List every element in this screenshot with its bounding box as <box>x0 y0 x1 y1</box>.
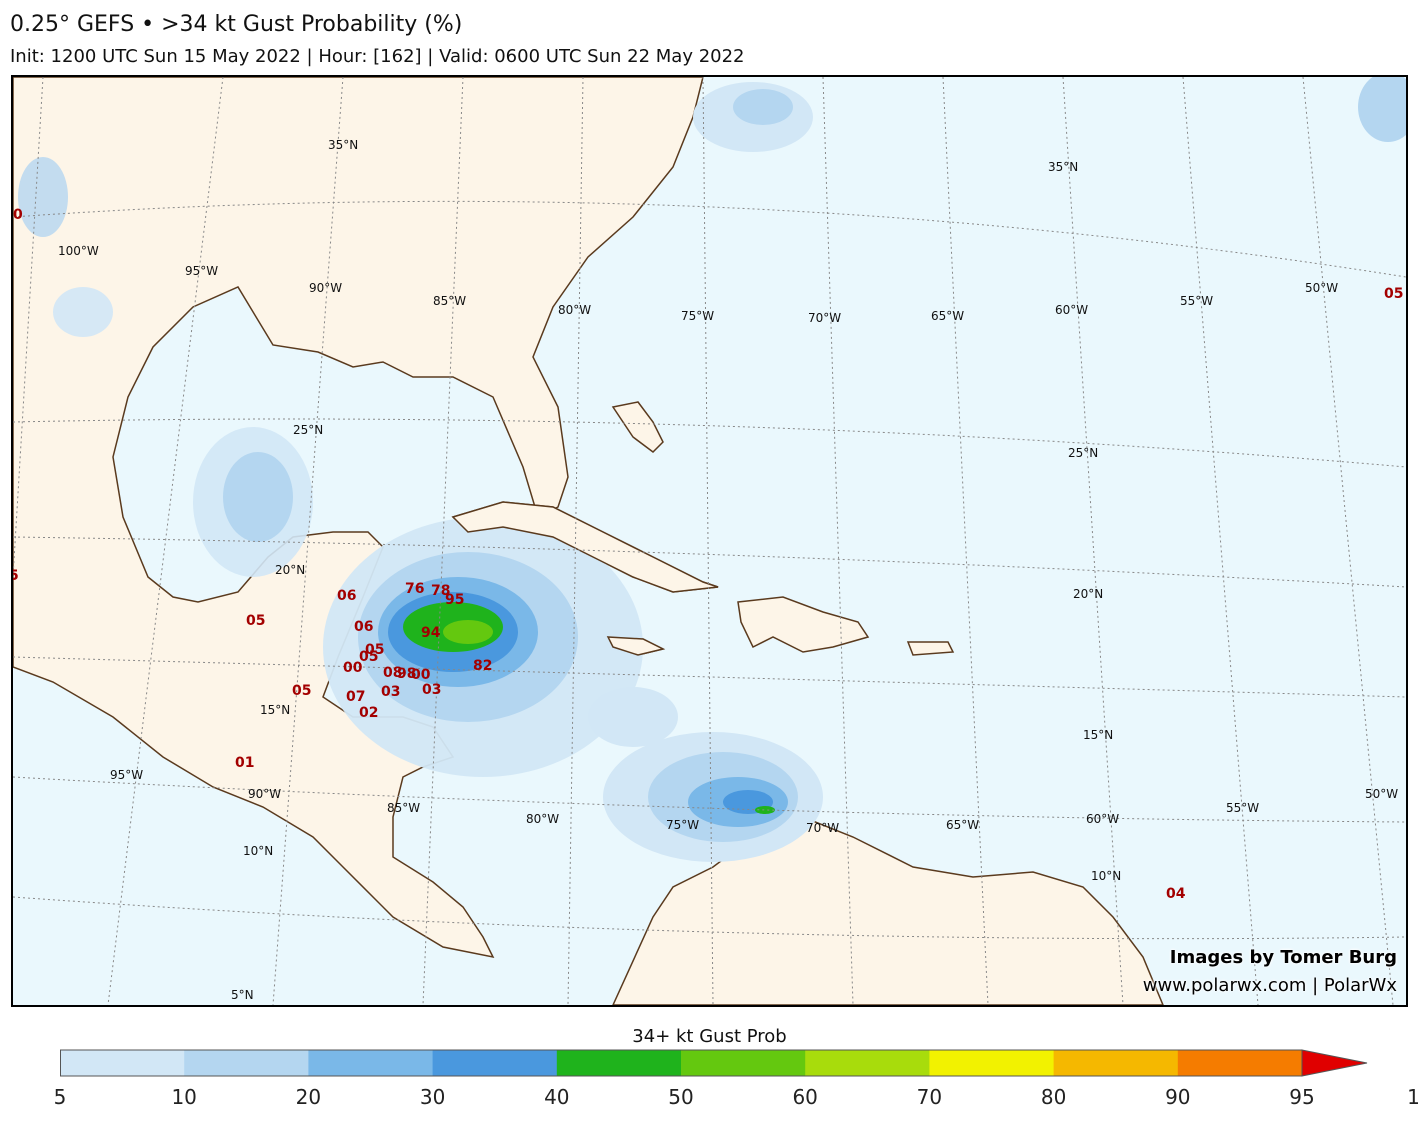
graticule <box>13 77 1406 1005</box>
max-label: 95 <box>445 592 464 608</box>
max-label: 05 <box>365 642 384 658</box>
map-panel: 35°N 35°N 25°N 25°N 20°N 20°N 15°N 15°N … <box>11 75 1408 1007</box>
lat-label: 15°N <box>1083 728 1113 742</box>
max-label: 05 <box>1384 286 1403 302</box>
colorbar-title: 34+ kt Gust Prob <box>632 1026 787 1047</box>
lat-label: 10°N <box>243 844 273 858</box>
colorbar-cell <box>184 1050 309 1076</box>
south-america-land <box>612 816 1164 1005</box>
lat-label: 20°N <box>1073 587 1103 601</box>
max-label: 82 <box>473 658 492 674</box>
lon-label: 50°W <box>1305 281 1338 295</box>
lon-label: 85°W <box>433 294 466 308</box>
probability-shading <box>18 77 1406 862</box>
colorbar-tick-label: 40 <box>544 1085 570 1109</box>
colorbar-cell <box>1177 1050 1303 1076</box>
max-label: 08 <box>383 665 402 681</box>
colorbar-tick-label: 50 <box>668 1085 694 1109</box>
lon-label: 70°W <box>806 821 839 835</box>
colorbar-cell <box>805 1050 930 1076</box>
lon-label: 65°W <box>946 818 979 832</box>
max-label: 00 <box>343 660 363 676</box>
colorbar-tick-label: 10 <box>171 1085 197 1109</box>
colorbar-tick-label: 80 <box>1040 1085 1067 1109</box>
colorbar-tick-label: 90 <box>1165 1085 1191 1109</box>
colorbar-cell <box>432 1050 558 1076</box>
lat-label: 5°N <box>231 988 254 1002</box>
lon-label: 55°W <box>1180 294 1213 308</box>
lat-label: 20°N <box>275 563 305 577</box>
lat-label: 35°N <box>1048 160 1078 174</box>
lon-label: 80°W <box>526 812 559 826</box>
lat-label: 10°N <box>1091 869 1121 883</box>
land-layer <box>13 77 1164 1005</box>
grid-labels: 35°N 35°N 25°N 25°N 20°N 20°N 15°N 15°N … <box>58 138 1398 1002</box>
lon-label: 55°W <box>1226 801 1259 815</box>
lon-label: 50°W <box>1365 787 1398 801</box>
colorbar-cell <box>681 1050 806 1076</box>
max-label: 03 <box>422 682 441 698</box>
florida-keys <box>611 401 664 453</box>
max-label: 94 <box>421 625 441 641</box>
lon-label: 70°W <box>808 311 841 325</box>
colorbar-tick-label: 60 <box>792 1085 818 1109</box>
lon-label: 60°W <box>1086 812 1119 826</box>
lon-label: 60°W <box>1055 303 1088 317</box>
lon-label: 65°W <box>931 309 964 323</box>
max-label: 04 <box>1166 886 1186 902</box>
map-canvas: 35°N 35°N 25°N 25°N 20°N 20°N 15°N 15°N … <box>13 77 1406 1005</box>
colorbar-cell <box>929 1050 1055 1076</box>
lon-label: 75°W <box>666 818 699 832</box>
island-overlay <box>451 501 719 656</box>
max-label: 05 <box>292 683 311 699</box>
lat-label: 35°N <box>328 138 358 152</box>
max-label: 06 <box>354 619 373 635</box>
max-label: 00 <box>411 667 431 683</box>
colorbar-cell <box>1053 1050 1179 1076</box>
lon-label: 95°W <box>110 768 143 782</box>
max-label: 05 <box>246 613 265 629</box>
max-label: 5 <box>13 568 19 584</box>
max-label: 78 <box>431 583 450 599</box>
colorbar-tick-label: 30 <box>419 1085 446 1109</box>
lon-label: 100°W <box>58 244 99 258</box>
max-label: 07 <box>346 689 365 705</box>
colorbar-tick-label: 5 <box>53 1085 67 1109</box>
colorbar-extend-arrow <box>1301 1049 1368 1077</box>
lat-label: 15°N <box>260 703 290 717</box>
lon-label: 75°W <box>681 309 714 323</box>
lon-label: 90°W <box>248 787 281 801</box>
colorbar-tick-label: 20 <box>295 1085 322 1109</box>
lon-label: 90°W <box>309 281 342 295</box>
colorbar-tick-label: 95 <box>1289 1085 1315 1109</box>
map-title: 0.25° GEFS • >34 kt Gust Probability (%) <box>10 12 463 37</box>
hispaniola-land <box>737 596 870 653</box>
puerto-rico-land <box>906 641 955 656</box>
max-value-labels: 76 78 95 94 82 06 06 05 05 00 08 98 00 0… <box>13 207 1403 902</box>
lat-label: 25°N <box>293 423 323 437</box>
max-label: 02 <box>359 705 378 721</box>
colorbar-tick-label: 70 <box>916 1085 943 1109</box>
max-label: 03 <box>381 684 400 700</box>
colorbar-cell <box>60 1050 185 1076</box>
max-label: 98 <box>397 666 416 682</box>
max-label: 06 <box>337 588 356 604</box>
colorbar-cell <box>308 1050 434 1076</box>
lon-label: 95°W <box>185 264 218 278</box>
max-label: 01 <box>235 755 254 771</box>
max-label: 0 <box>13 207 23 223</box>
lat-label: 25°N <box>1068 446 1098 460</box>
map-subtitle: Init: 1200 UTC Sun 15 May 2022 | Hour: [… <box>10 46 745 67</box>
north-america-land <box>13 77 704 959</box>
lon-label: 80°W <box>558 303 591 317</box>
max-label: 76 <box>405 581 424 597</box>
colorbar-cells <box>60 1050 1303 1076</box>
colorbar-cell <box>556 1050 682 1076</box>
lon-label: 85°W <box>387 801 420 815</box>
max-label: 05 <box>359 649 378 665</box>
credit-website: www.polarwx.com | PolarWx <box>1142 975 1397 996</box>
credit-author: Images by Tomer Burg <box>1169 947 1397 968</box>
colorbar <box>60 1049 1368 1077</box>
colorbar-tick-label: 100 <box>1407 1085 1419 1109</box>
